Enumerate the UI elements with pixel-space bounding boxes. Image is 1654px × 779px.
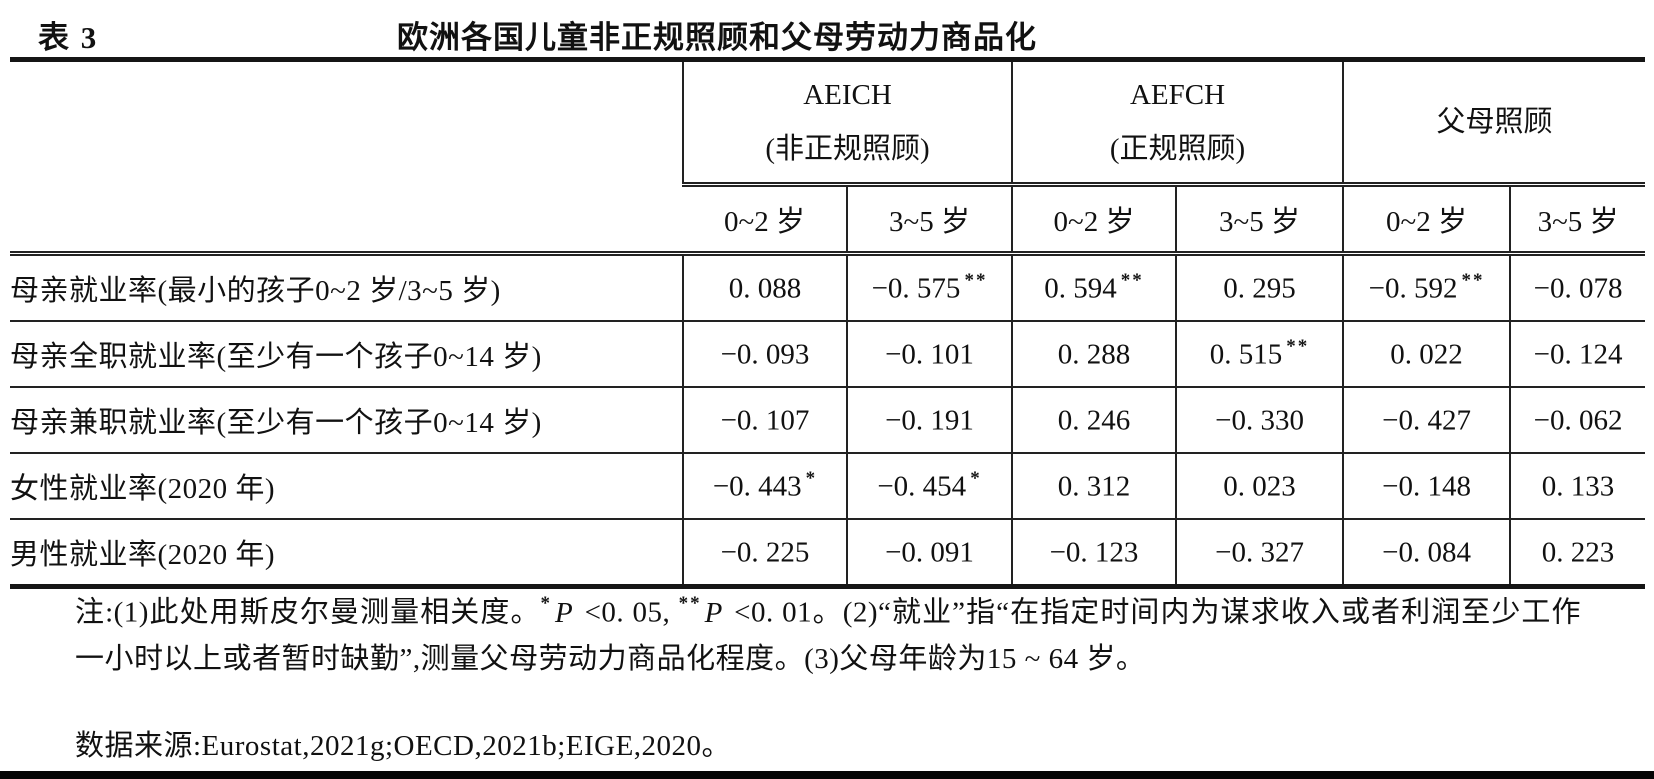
value-cell: 0. 288: [1011, 321, 1177, 388]
significance-stars: *: [970, 467, 982, 489]
age-col-header: 0~2 岁: [1342, 184, 1511, 256]
row-label: 男性就业率(2020 年): [10, 539, 276, 571]
value-cell: 0. 022: [1342, 321, 1511, 388]
value-cell: 0. 515 **: [1175, 321, 1344, 388]
value-cell: −0. 107: [682, 387, 847, 454]
row-label: 母亲就业率(最小的孩子0~2 岁/3~5 岁): [10, 253, 683, 322]
value-cell: −0. 084: [1342, 519, 1511, 587]
table-row: 男性就业率(2020 年) −0. 225 −0. 091 −0. 123 −0…: [10, 519, 1646, 587]
value-cell: 0. 223: [1509, 519, 1646, 587]
significance-stars: **: [1461, 269, 1485, 291]
note-text: <0. 05,: [576, 596, 679, 629]
value-cell: −0. 225: [682, 519, 847, 587]
value-cell: −0. 124: [1509, 321, 1646, 388]
age-col-header: 3~5 岁: [1509, 184, 1646, 256]
page-title: 欧洲各国儿童非正规照顾和父母劳动力商品化: [397, 20, 1037, 55]
value-cell: −0. 191: [845, 387, 1013, 454]
value-cell: −0. 330: [1175, 387, 1344, 454]
table-notes: 注:(1)此处用斯皮尔曼测量相关度。* P <0. 05, ** P <0. 01。…: [75, 583, 1581, 682]
age-col-header: 3~5 岁: [845, 184, 1013, 256]
value-cell: 0. 088: [682, 253, 847, 322]
table-row: 母亲兼职就业率(至少有一个孩子0~14 岁) −0. 107 −0. 191 0…: [10, 387, 1646, 454]
value-cell: −0. 062: [1509, 387, 1646, 454]
value-cell: 0. 594 **: [1011, 253, 1177, 322]
table-row: 女性就业率(2020 年) −0. 443 * −0. 454 * 0. 312 0…: [10, 453, 1646, 520]
value-cell: −0. 427: [1342, 387, 1511, 454]
row-label: 母亲兼职就业率(至少有一个孩子0~14 岁): [10, 387, 683, 454]
significance-stars: **: [1120, 269, 1144, 291]
significance-stars: **: [1286, 335, 1310, 357]
value-cell: −0. 443 *: [682, 453, 847, 520]
value-cell: 0. 295: [1175, 253, 1344, 322]
table-row: 母亲全职就业率(至少有一个孩子0~14 岁) −0. 093 −0. 101 0…: [10, 321, 1646, 388]
table-title-bar: 表 3 欧洲各国儿童非正规照顾和父母劳动力商品化: [0, 8, 1654, 55]
age-col-header: 3~5 岁: [1175, 184, 1344, 256]
table-row: 母亲就业率(最小的孩子0~2 岁/3~5 岁) 0. 088 −0. 575 **…: [10, 253, 1646, 322]
value-cell: −0. 078: [1509, 253, 1646, 322]
value-cell: −0. 454 *: [845, 453, 1013, 520]
value-cell: −0. 592 **: [1342, 253, 1511, 322]
age-col-header: 0~2 岁: [683, 184, 847, 256]
value-cell: 0. 246: [1011, 387, 1177, 454]
value-cell: −0. 148: [1342, 453, 1511, 520]
age-col-header: 0~2 岁: [1011, 184, 1177, 256]
value-cell: 0. 133: [1509, 453, 1646, 520]
group-subname: (正规照顾): [1109, 133, 1246, 165]
correlation-table: AEICH (非正规照顾) AEFCH (正规照顾) 父母照顾 0~2 岁 3~…: [10, 57, 1646, 589]
group-header-aeich: AEICH (非正规照顾): [681, 59, 1013, 187]
table-number-label: 表 3: [38, 20, 99, 55]
group-name: 父母照顾: [1436, 106, 1553, 138]
group-name: AEICH: [803, 79, 892, 111]
group-header-row: AEICH (非正规照顾) AEFCH (正规照顾) 父母照顾: [10, 59, 1646, 256]
group-name: AEFCH: [1129, 79, 1226, 111]
row-label-header: [10, 59, 683, 256]
note-text: 注:(1)此处用斯皮尔曼测量相关度。: [75, 596, 541, 629]
page-bottom-rule: [0, 771, 1654, 779]
group-header-aefch: AEFCH (正规照顾): [1011, 59, 1344, 187]
data-source-line: 数据来源:Eurostat,2021g;OECD,2021b;EIGE,2020…: [75, 730, 732, 762]
value-cell: −0. 123: [1011, 519, 1177, 587]
group-header-parental-care: 父母照顾: [1342, 59, 1646, 187]
age-header-row: 0~2 岁 3~5 岁 0~2 岁 3~5 岁 0~2 岁 3~5 岁: [10, 184, 1646, 256]
p-value-symbol: P: [704, 596, 723, 629]
group-subname: (非正规照顾): [765, 133, 930, 165]
value-cell: 0. 312: [1011, 453, 1177, 520]
significance-star-legend: *: [540, 593, 553, 614]
significance-stars: **: [964, 269, 988, 291]
p-value-symbol: P: [555, 596, 574, 629]
value-cell: −0. 327: [1175, 519, 1344, 587]
significance-star-legend: **: [678, 593, 702, 614]
value-cell: −0. 101: [845, 321, 1013, 388]
significance-stars: *: [805, 467, 818, 489]
value-cell: −0. 091: [845, 519, 1013, 587]
value-cell: −0. 575 **: [845, 253, 1013, 322]
row-label: 母亲全职就业率(至少有一个孩子0~14 岁): [10, 321, 683, 388]
note-text: <0. 01。(2)“就业”指“在指定时间内为谋求收入或者利润至少工作一小时以上…: [75, 596, 1581, 675]
value-cell: 0. 023: [1175, 453, 1344, 520]
row-label: 女性就业率(2020 年): [10, 453, 683, 520]
value-cell: −0. 093: [682, 321, 847, 388]
